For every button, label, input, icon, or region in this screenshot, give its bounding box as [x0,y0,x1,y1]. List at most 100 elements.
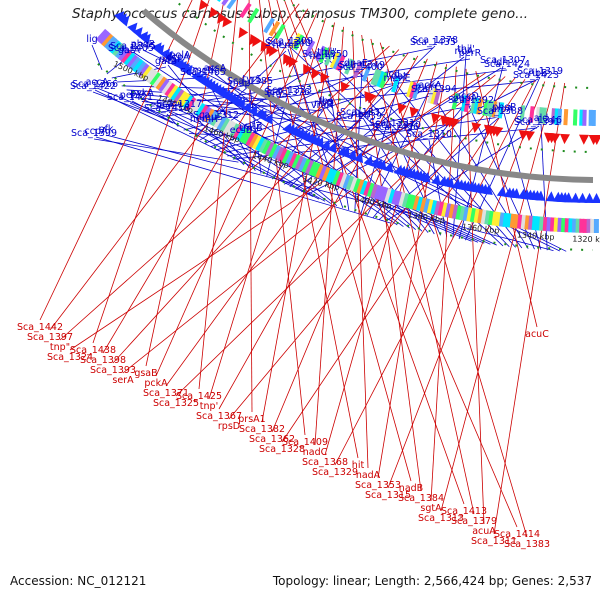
color-block [433,88,442,106]
color-block [304,159,316,175]
forward-gene-arrow [376,159,387,171]
forward-gene-arrow [563,192,574,203]
gene-label-top: nifS [159,54,177,65]
color-block [593,218,599,234]
gene-label-top: Sca_1312 [193,110,239,121]
gene-label-bottom: pckA [144,378,168,389]
color-block [315,164,326,179]
gene-label-top: Sca_1400 [337,62,383,73]
gene-label-bottom: Sca_1368 [302,457,348,468]
gene-label-top: gatB [155,56,177,67]
color-block [430,200,439,215]
gene-label-top: Sca_1392 [448,95,494,106]
reverse-gene-arrow [559,133,570,145]
color-block [373,69,383,87]
gene-label-bottom: Sca_1324 [47,352,93,363]
gene-label-bottom: Sca_1328 [259,444,305,455]
color-block [123,52,137,67]
color-block [173,89,186,104]
gene-label-top: acsA [204,63,227,74]
color-block [239,128,251,144]
gene-label-top: pfk [99,124,114,135]
color-block [588,109,593,126]
top-leader-line [168,111,326,202]
bottom-leader-line [228,77,516,420]
color-block [376,70,386,88]
color-block [274,146,286,162]
color-block [155,76,168,91]
bottom-leader-line [102,8,309,354]
gene-label-bottom: Sca_1313 [418,513,464,524]
color-block [281,149,293,165]
gene-label-bottom: acuC [525,329,549,340]
color-block [152,74,165,89]
gene-label-top: hemY [310,51,337,62]
bottom-leader-line [122,74,496,374]
topology-text: Topology: linear; Length: 2,566,424 bp; … [272,574,592,588]
gene-label-bottom: Sca_1367 [196,411,242,422]
color-block [332,170,342,186]
color-block [366,182,376,198]
gene-label-bottom: Sca_1384 [398,493,444,504]
color-block [188,98,201,114]
gene-label-top: Sca_1465 [180,67,226,78]
bottom-leader-line [440,82,556,512]
bottom-leader-line [465,68,485,525]
color-block [176,90,189,106]
reverse-gene-arrow [311,68,321,80]
color-block [191,100,204,116]
color-block [394,190,404,206]
gene-label-top: Sca_1405 [108,43,154,54]
gene-label-top: Sca_1310 [406,129,452,140]
gene-label-top: Sca_1319 [517,66,563,77]
color-block [311,162,322,178]
bottom-leader-line [218,55,419,410]
forward-gene-arrow [570,192,581,203]
gene-label-top: perR [459,48,482,59]
gene-label-top: Sca_1350 [302,49,348,60]
color-block [469,97,478,114]
gene-label-bottom: Sca_1382 [239,424,285,435]
top-leader-line [157,69,508,113]
color-block [247,7,260,24]
color-block [101,33,115,48]
color-block [591,109,596,127]
accession-text: Accession: NC_012121 [10,574,147,588]
color-block [245,131,257,147]
color-block [288,152,299,168]
color-block [557,108,563,125]
color-block [451,93,460,110]
color-block [409,81,418,99]
color-block [290,32,302,49]
forward-gene-arrow [327,142,337,154]
bottom-leader-line [145,0,225,367]
gene-label-bottom: Sca_1383 [504,539,550,550]
color-block [294,155,306,171]
color-block [242,130,254,145]
top-leader-line [105,134,554,251]
bottom-leader-line [175,76,506,397]
gene-label-top: hemE [272,40,299,51]
color-block [161,80,174,96]
color-block [221,0,234,6]
color-block [255,136,267,152]
color-block [308,161,319,177]
bottom-leader-line [370,38,475,515]
gene-label-bottom: hit [352,460,365,471]
color-block [318,165,329,181]
reverse-gene-arrow [367,92,377,104]
color-block [291,154,302,170]
bottom-leader-line [377,64,447,479]
color-block [401,192,411,208]
color-block [541,107,547,124]
reverse-gene-arrow [252,35,262,47]
top-gene-labels: liggatAgatBSca_1465mapvraSvraRSca_1439Sc… [70,34,563,140]
gene-label-top: tyrS [242,74,261,85]
color-block [129,56,142,71]
forward-gene-arrow [545,191,556,202]
color-block [204,108,216,124]
color-block [207,110,219,126]
color-block [363,181,373,197]
gene-label-top: Sca_1378 [412,35,458,46]
reverse-gene-arrow [579,134,590,145]
